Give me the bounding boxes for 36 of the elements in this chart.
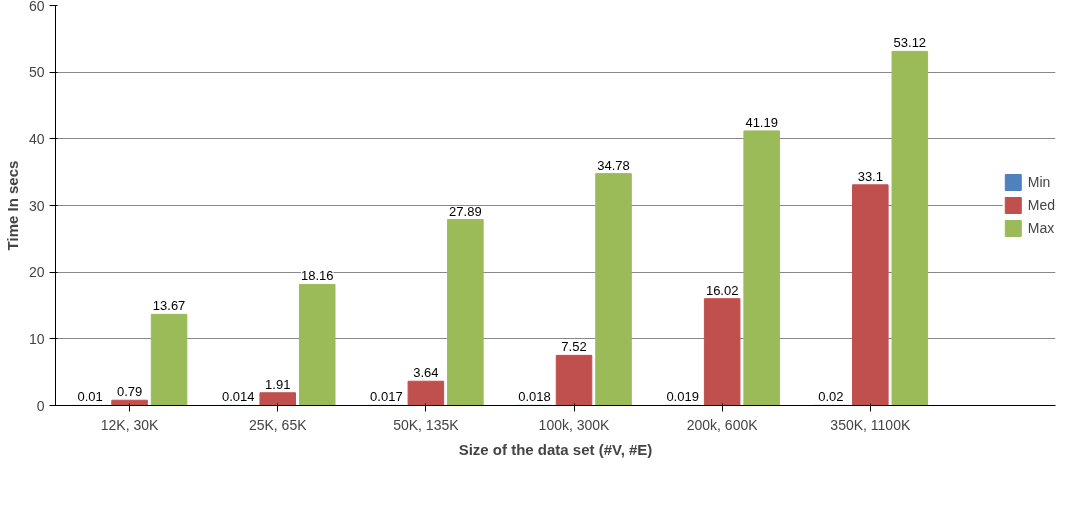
data-label: 7.52 xyxy=(561,339,587,355)
data-label: 0.018 xyxy=(518,389,551,405)
data-label: 41.19 xyxy=(745,114,778,130)
data-label: 27.89 xyxy=(449,203,482,219)
data-label: 0.79 xyxy=(116,384,143,400)
y-axis-title: Time In secs xyxy=(3,160,21,251)
data-label: 0.01 xyxy=(77,389,103,405)
x-tick-label: 350K, 1100K xyxy=(830,416,911,433)
data-label: 0.02 xyxy=(818,389,844,405)
y-tick-label: 20 xyxy=(28,264,45,281)
data-label: 13.67 xyxy=(152,298,186,314)
data-label: 1.91 xyxy=(265,376,291,392)
data-label: 34.78 xyxy=(597,157,630,173)
data-label: 18.16 xyxy=(300,268,334,284)
x-tick-label: 200k, 600K xyxy=(686,416,759,433)
x-tick-label: 50K, 135K xyxy=(393,416,460,433)
y-tick-label: 40 xyxy=(28,130,45,147)
x-tick-label: 100k, 300K xyxy=(538,416,611,433)
x-tick-label: 25K, 65K xyxy=(248,416,308,433)
data-label: 53.12 xyxy=(893,35,927,51)
data-label: 3.64 xyxy=(413,365,439,381)
x-tick-label: 12K, 30K xyxy=(100,416,160,433)
data-label: 16.02 xyxy=(705,282,739,298)
y-tick-label: 0 xyxy=(36,397,45,414)
y-tick-label: 30 xyxy=(28,197,45,214)
y-tick-label: 60 xyxy=(28,0,45,14)
data-label: 0.017 xyxy=(370,389,403,405)
data-label: 0.019 xyxy=(666,389,699,405)
y-tick-label: 10 xyxy=(28,330,45,347)
legend-label: Med xyxy=(1027,197,1055,213)
x-axis-title: Size of the data set (#V, #E) xyxy=(458,440,653,458)
legend-label: Min xyxy=(1027,174,1051,190)
legend-label: Max xyxy=(1027,220,1055,236)
y-tick-label: 50 xyxy=(28,64,45,81)
data-label: 33.1 xyxy=(857,168,883,184)
data-label: 0.014 xyxy=(221,389,255,405)
